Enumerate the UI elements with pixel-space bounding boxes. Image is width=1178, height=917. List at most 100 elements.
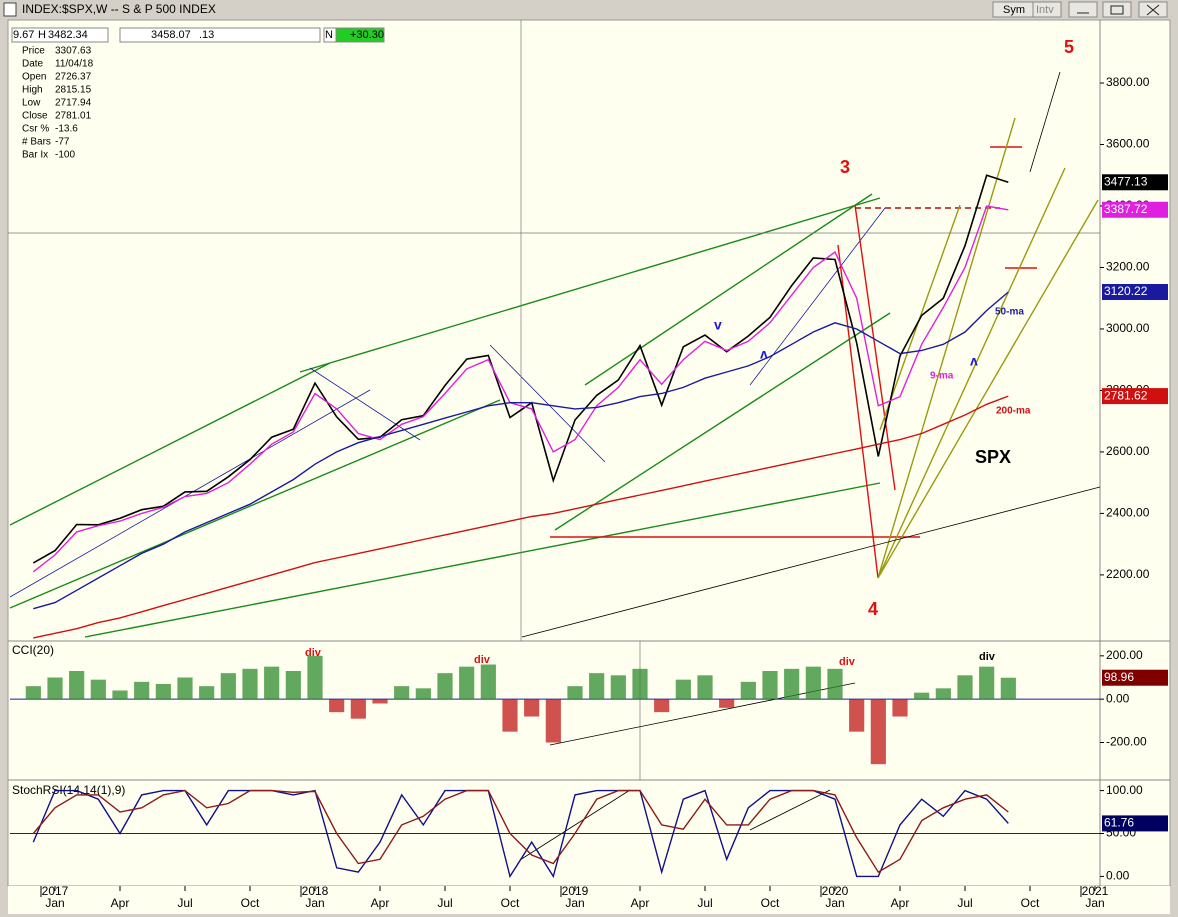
info-label: Csr % [22,124,49,135]
info-value: 2781.01 [55,111,92,122]
cci-bar [69,671,85,700]
y-tick-label: 100.00 [1106,783,1143,797]
cci-bar [589,673,605,700]
div-label: div [979,651,996,663]
info-label: # Bars [22,137,51,148]
cci-bar [199,686,215,700]
toolbar-value: .13 [199,29,214,41]
x-tick-label: Jan [565,896,584,910]
intv-label[interactable]: Intv [1036,4,1054,16]
x-axis-area [8,886,1170,914]
cci-bar [935,688,951,700]
ma-label: 200-ma [996,406,1031,417]
y-tick-label: -200.00 [1106,735,1147,749]
last-value-box [1102,669,1168,686]
cci-bar [155,684,171,700]
last-value-box [1102,815,1168,832]
year-tick-label: 2018 [302,884,329,898]
div-label: div [474,654,491,666]
info-label: Close [22,111,48,122]
toolbar-field [11,27,109,43]
toolbar-value: 9.67 [13,29,34,41]
cci-bar [90,679,106,700]
info-panel: Price 3307.63 Date 11/04/18 Open 2726.37 High 2… [22,46,94,161]
cci-bar [25,686,41,700]
series-line [33,395,1009,639]
toolbar-value: +30.30 [350,29,384,41]
y-tick-label: 3000.00 [1106,321,1150,335]
info-value: 2815.15 [55,85,92,96]
cci-bar [394,686,410,700]
x-tick-label: Apr [371,896,390,910]
app-icon [3,2,17,17]
cci-bar [285,671,301,700]
div-label: div [839,656,856,668]
cci-bar [719,699,735,708]
info-value: -77 [55,137,70,148]
x-tick-label: Oct [501,896,520,910]
y-tick-label: 0.00 [1106,869,1130,883]
cci-bar [827,668,843,700]
cci-bar [849,699,865,732]
series-line [32,789,1009,874]
series-line [32,789,1009,879]
window-title: INDEX:$SPX,W -- S & P 500 INDEX [22,2,216,16]
cci-bar [979,666,995,700]
y-tick-label: 3200.00 [1106,260,1150,274]
info-label: Bar Ix [22,150,48,161]
x-tick-label: Jul [177,896,192,910]
y-tick-label: 2600.00 [1106,444,1150,458]
cci-bar [112,690,128,700]
info-value: 2717.94 [55,98,92,109]
cci-bar [957,675,973,700]
cci-bar [610,675,626,700]
last-value-box [1102,284,1168,301]
y-tick-label: 2200.00 [1106,567,1150,581]
last-value-label: 3120.22 [1104,284,1148,298]
x-tick-label: Oct [761,896,780,910]
cci-bar [480,664,496,700]
intv-button[interactable] [1032,1,1062,18]
last-value-label: 2781.62 [1104,388,1148,402]
cci-bar [177,677,193,700]
toolbar-value: N [325,29,333,41]
plot-layer: 2200.002400.002600.002800.003000.003200.… [10,75,1168,883]
trend-lines [8,20,1101,861]
toolbar-value: 3458.07 [151,29,191,41]
cci-bar [697,675,713,700]
y-tick-label: 3800.00 [1106,75,1150,89]
symbol-label: SPX [975,447,1011,467]
sym-label[interactable]: Sym [1003,4,1025,16]
info-value: 3307.63 [55,46,92,57]
cci-bar [220,673,236,700]
series-line [33,291,1009,610]
wave-label: 5 [1064,37,1074,57]
cci-bar [740,681,756,700]
minimize-button[interactable] [1068,1,1098,18]
chart-background [7,19,1171,887]
cci-bar [372,699,388,704]
info-value: 2726.37 [55,72,92,83]
info-value: 11/04/18 [55,59,94,70]
info-label: Low [22,98,41,109]
ma-label: 9-ma [930,371,954,382]
x-tick-label: Jul [957,896,972,910]
x-tick-label: Apr [891,896,910,910]
cci-bar [307,655,323,700]
wave-label: 4 [868,599,878,619]
year-tick-label: 2020 [822,884,849,898]
cci-bar [914,692,930,700]
cci-bar [415,688,431,700]
cci-bar [1000,677,1016,700]
cci-bar [524,699,540,717]
info-label: Open [22,72,46,83]
x-tick-label: Jul [697,896,712,910]
info-label: Date [22,59,44,70]
maximize-button[interactable] [1102,1,1132,18]
last-value-label: 3387.72 [1104,202,1148,216]
last-value-label: 3477.13 [1104,174,1148,188]
cci-bar [762,671,778,700]
y-tick-label: 2400.00 [1106,506,1150,520]
toolbar-value: 3482.34 [48,29,88,41]
series-line [32,174,1009,564]
